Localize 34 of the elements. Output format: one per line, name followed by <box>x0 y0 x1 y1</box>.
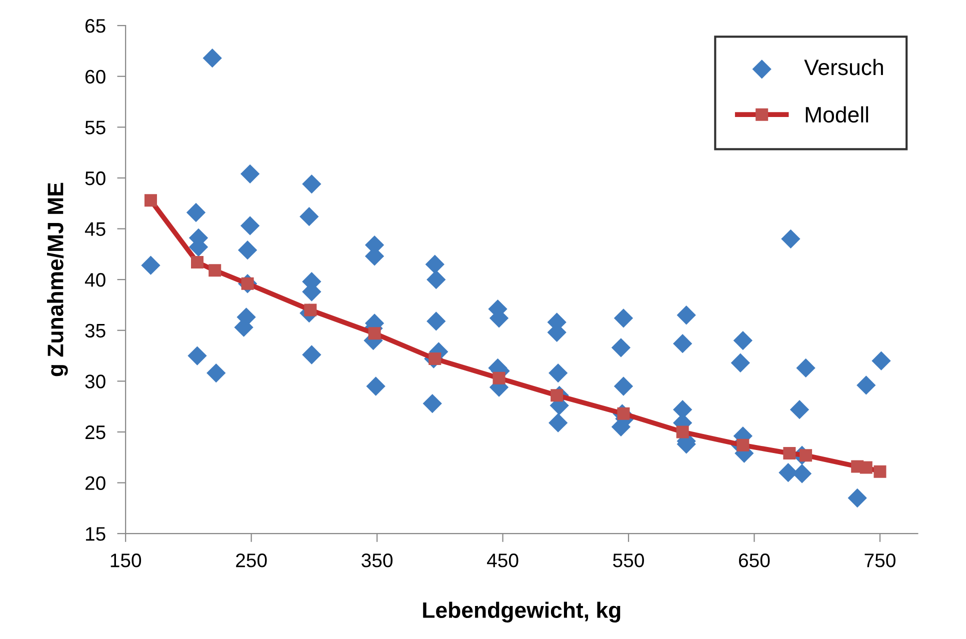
point <box>800 449 812 462</box>
point <box>144 194 157 207</box>
x-tick-label: 550 <box>613 554 644 568</box>
y-tick-label: 30 <box>85 374 106 388</box>
point <box>428 352 442 366</box>
x-tick-label: 450 <box>487 554 518 568</box>
point <box>492 372 506 384</box>
point <box>191 256 204 269</box>
y-tick-label: 25 <box>85 425 106 440</box>
x-tick-label: 250 <box>236 554 267 568</box>
y-tick-label: 65 <box>85 19 106 33</box>
legend-label: Versuch <box>804 58 883 76</box>
point <box>736 438 750 452</box>
point <box>368 327 381 340</box>
point <box>860 461 872 474</box>
point <box>783 447 796 460</box>
y-tick-label: 20 <box>85 476 106 490</box>
point <box>676 426 689 438</box>
y-tick-label: 35 <box>85 324 106 338</box>
point <box>208 264 222 277</box>
y-tick-label: 15 <box>86 527 106 541</box>
y-tick-label: 45 <box>84 222 106 236</box>
legend-label: Modell <box>806 106 868 123</box>
y-tick-label: 50 <box>85 171 106 186</box>
point <box>874 465 886 478</box>
y-tick-label: 60 <box>85 70 106 84</box>
x-tick-label: 350 <box>362 554 393 568</box>
x-tick-label: 650 <box>739 554 770 568</box>
x-tick-label: 150 <box>110 554 142 568</box>
x-axis-title: Lebendgewicht, kg <box>423 602 620 623</box>
y-axis-title: g Zunahme/MJ ME <box>47 182 68 376</box>
y-tick-label: 55 <box>85 120 106 134</box>
x-tick-label: 750 <box>864 554 896 568</box>
y-tick-label: 40 <box>84 273 106 287</box>
